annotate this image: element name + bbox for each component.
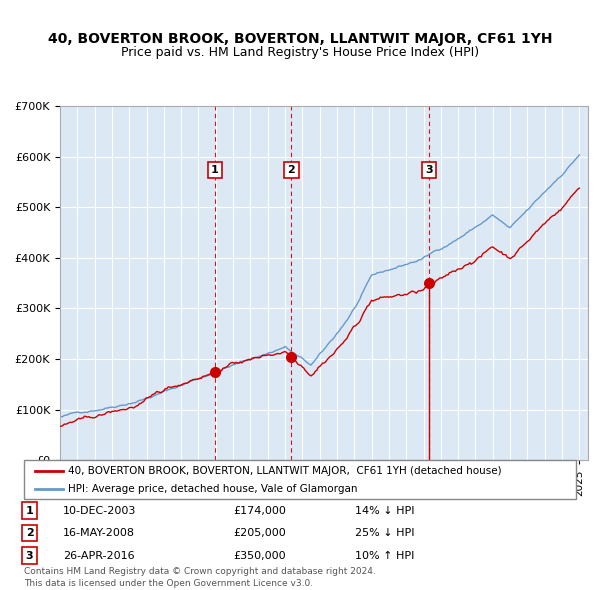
Text: £174,000: £174,000: [234, 506, 287, 516]
Text: HPI: Average price, detached house, Vale of Glamorgan: HPI: Average price, detached house, Vale…: [68, 484, 358, 494]
Text: 26-APR-2016: 26-APR-2016: [62, 550, 134, 560]
Text: 40, BOVERTON BROOK, BOVERTON, LLANTWIT MAJOR,  CF61 1YH (detached house): 40, BOVERTON BROOK, BOVERTON, LLANTWIT M…: [68, 466, 502, 476]
Text: £350,000: £350,000: [234, 550, 286, 560]
Text: This data is licensed under the Open Government Licence v3.0.: This data is licensed under the Open Gov…: [24, 579, 313, 588]
Text: Contains HM Land Registry data © Crown copyright and database right 2024.: Contains HM Land Registry data © Crown c…: [24, 567, 376, 576]
Text: 25% ↓ HPI: 25% ↓ HPI: [355, 528, 415, 538]
Text: 10-DEC-2003: 10-DEC-2003: [62, 506, 136, 516]
Text: 16-MAY-2008: 16-MAY-2008: [62, 528, 134, 538]
Text: 2: 2: [26, 528, 34, 538]
Text: 14% ↓ HPI: 14% ↓ HPI: [355, 506, 415, 516]
Text: 2: 2: [287, 165, 295, 175]
FancyBboxPatch shape: [24, 460, 576, 499]
Text: 1: 1: [26, 506, 34, 516]
Text: 3: 3: [26, 550, 34, 560]
Text: 10% ↑ HPI: 10% ↑ HPI: [355, 550, 415, 560]
Text: £205,000: £205,000: [234, 528, 287, 538]
Text: 3: 3: [425, 165, 433, 175]
Text: 40, BOVERTON BROOK, BOVERTON, LLANTWIT MAJOR, CF61 1YH: 40, BOVERTON BROOK, BOVERTON, LLANTWIT M…: [48, 32, 552, 47]
Text: 1: 1: [211, 165, 218, 175]
Text: Price paid vs. HM Land Registry's House Price Index (HPI): Price paid vs. HM Land Registry's House …: [121, 46, 479, 59]
